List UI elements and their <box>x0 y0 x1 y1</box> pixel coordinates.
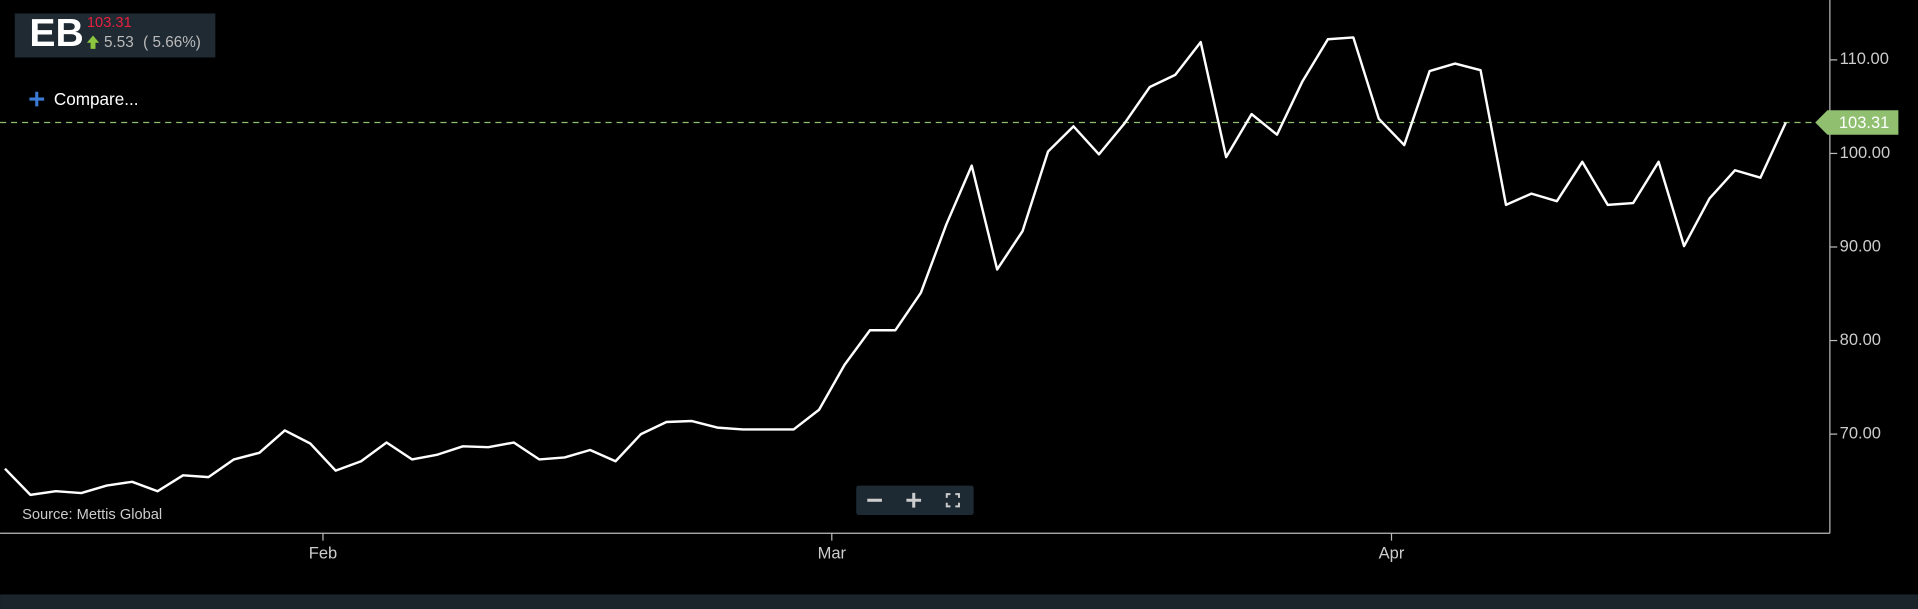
y-tick-label: 70.00 <box>1840 424 1881 442</box>
y-tick-label: 80.00 <box>1840 331 1881 349</box>
source: Source: Mettis Global <box>22 507 162 523</box>
ticker-box <box>14 13 216 58</box>
compare-label[interactable]: Compare... <box>54 90 139 109</box>
last-price-label: 103.31 <box>1839 114 1889 132</box>
y-tick-label: 110.00 <box>1840 50 1889 68</box>
plus-icon <box>29 91 45 107</box>
zoom-in[interactable] <box>906 492 922 508</box>
change-pct: ( 5.66%) <box>143 34 201 51</box>
fullscreen[interactable] <box>945 493 960 508</box>
up-arrow <box>86 35 100 49</box>
price-line <box>4 36 1787 497</box>
y-tick-label: 90.00 <box>1840 237 1881 255</box>
ticker: EB <box>29 12 83 55</box>
x-tick-label: Mar <box>818 544 847 562</box>
x-tick-label: Feb <box>309 544 337 562</box>
y-tick-label: 100.00 <box>1840 144 1890 162</box>
change: 5.53 <box>104 34 134 51</box>
price: 103.31 <box>87 15 132 31</box>
plot <box>0 36 1818 497</box>
last-price-tag <box>1815 110 1899 135</box>
x-tick-label: Apr <box>1379 544 1405 562</box>
bottom-bar <box>0 594 1918 609</box>
compare-button[interactable]: Compare... <box>29 90 139 109</box>
